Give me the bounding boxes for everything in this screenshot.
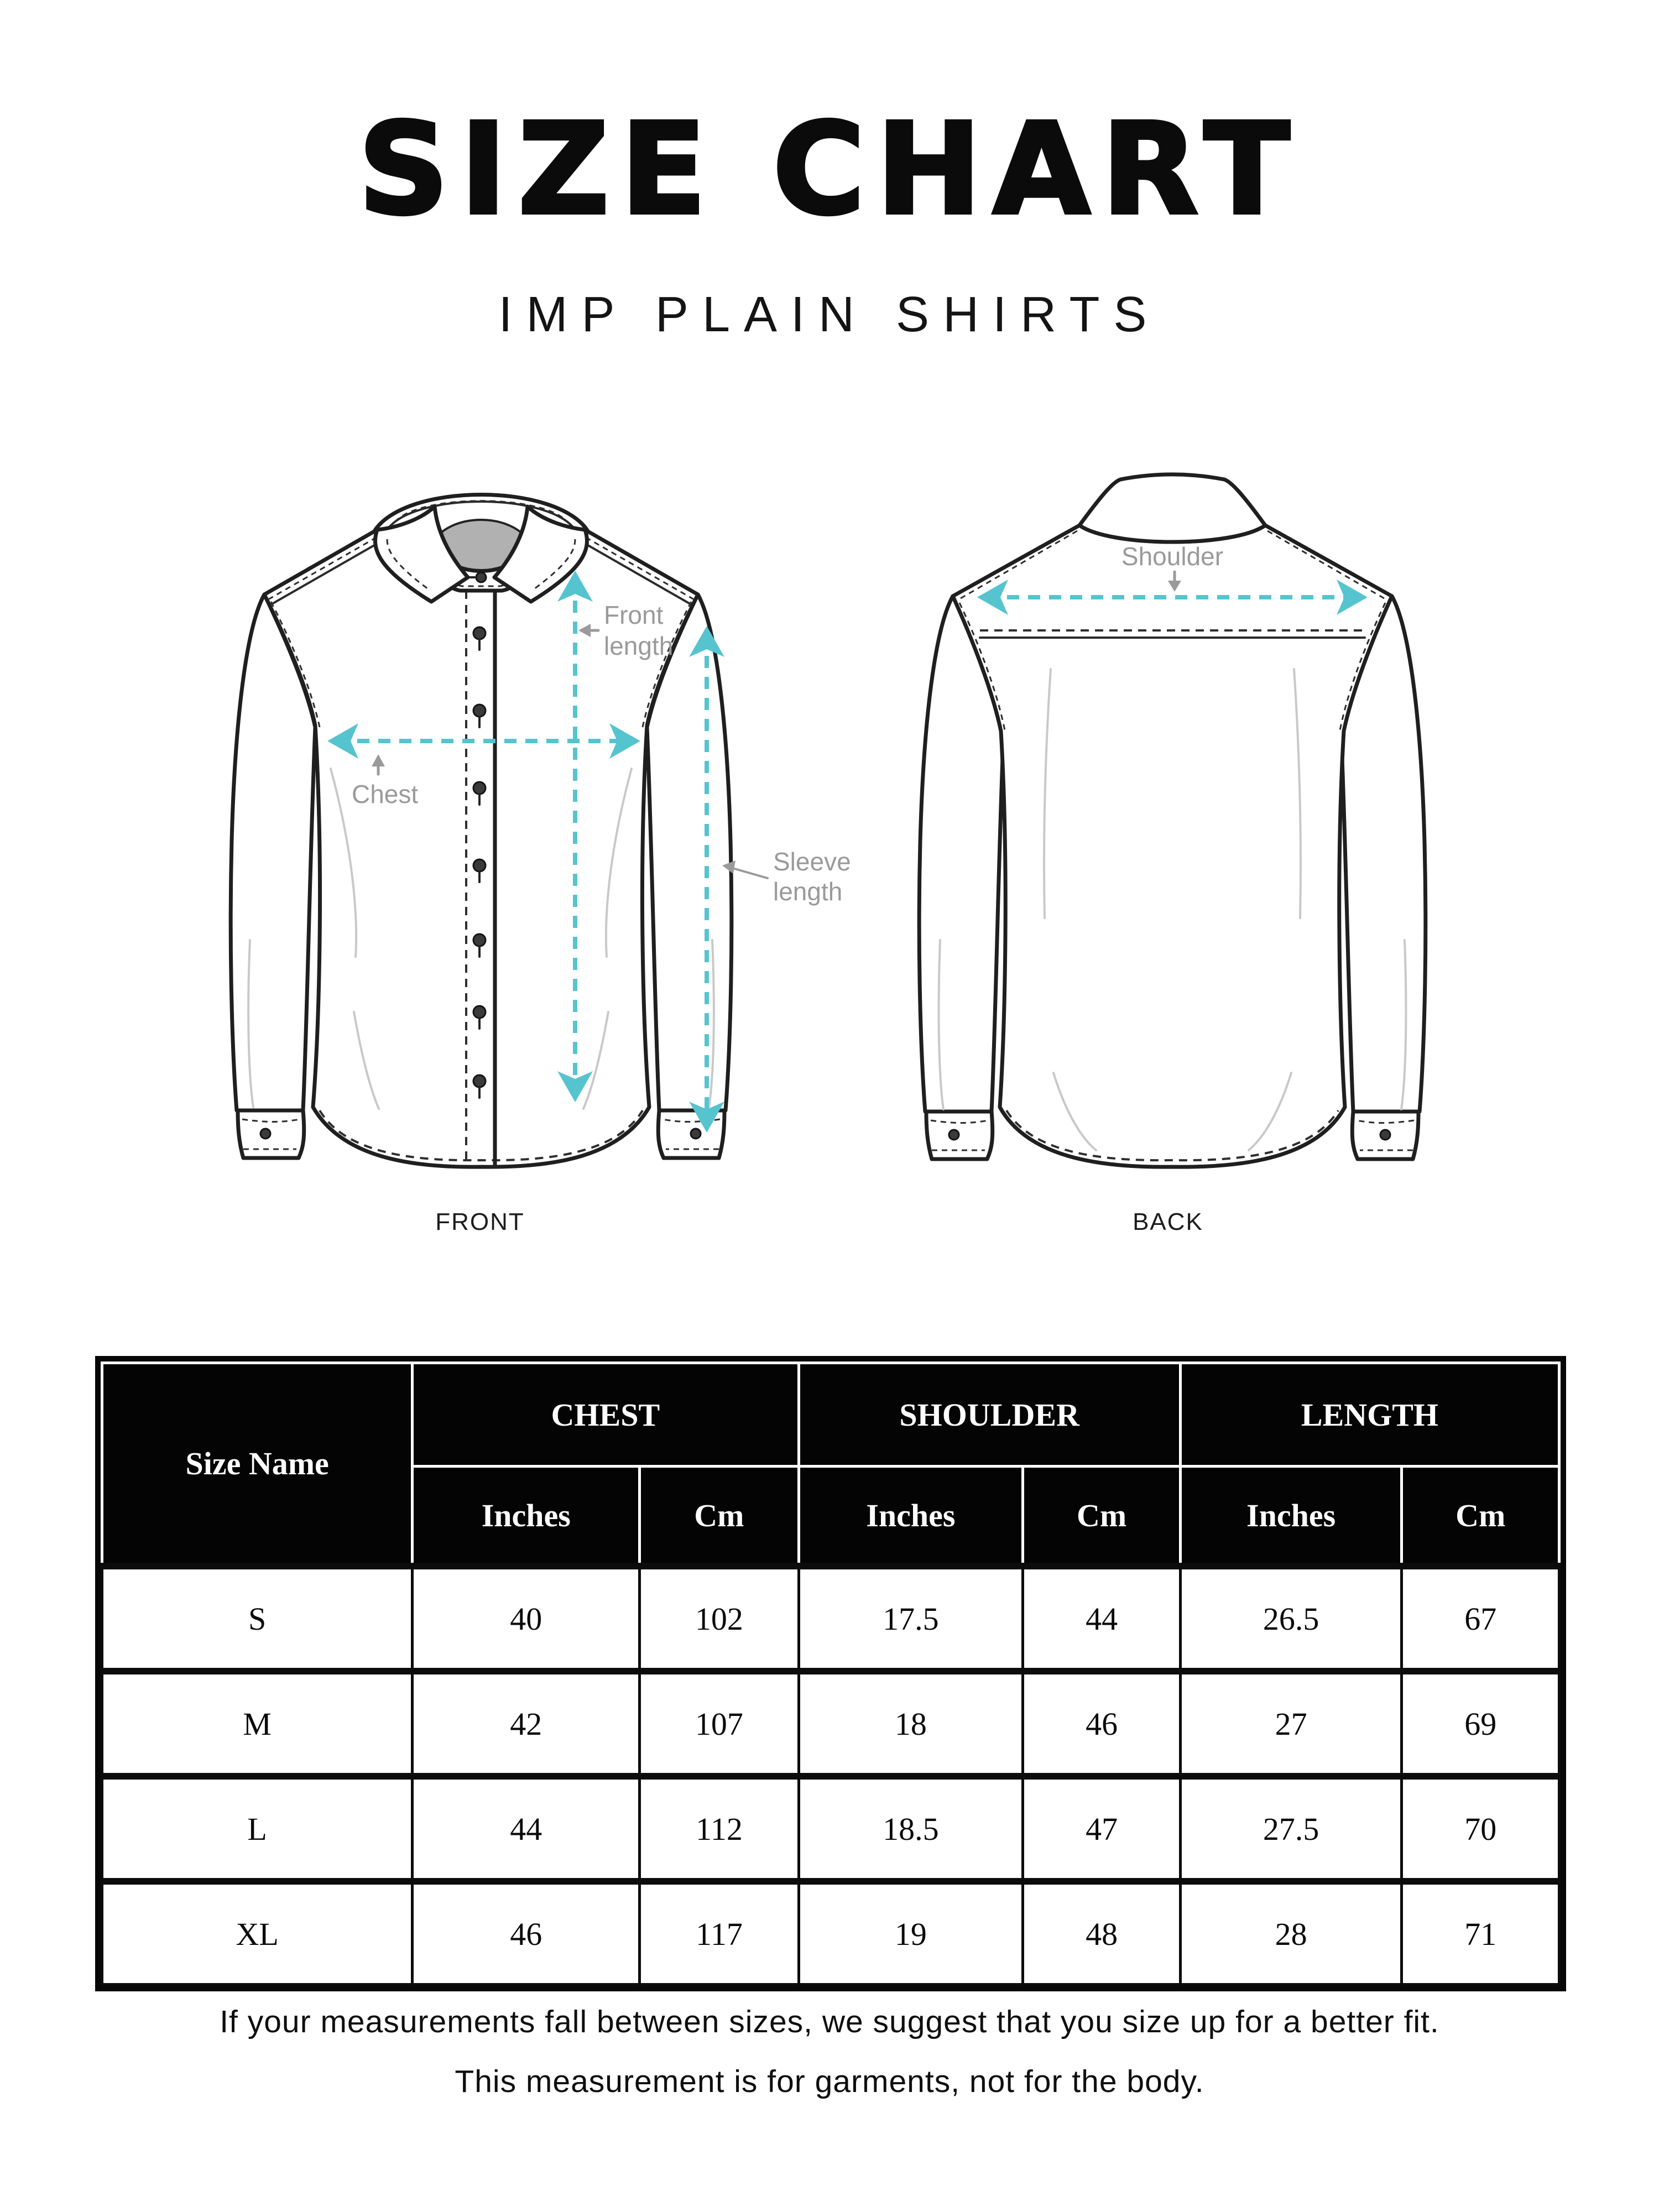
table-cell: 44 — [1021, 1563, 1182, 1673]
table-cell: 112 — [638, 1773, 800, 1883]
front-body — [262, 528, 700, 1169]
table-cell: 47 — [1021, 1773, 1182, 1883]
size-label: S — [100, 1563, 414, 1673]
svg-text:Shoulder: Shoulder — [1121, 542, 1223, 571]
chest-label: Chest — [352, 754, 418, 808]
table-row: M 42 107 18 46 27 69 — [100, 1668, 1561, 1778]
sleeve-length-label: Sleeve length — [722, 847, 851, 906]
table-cell: 117 — [638, 1878, 800, 1986]
table-cell: 18 — [797, 1668, 1025, 1778]
cuff-button — [259, 1128, 272, 1140]
table-cell: 17.5 — [797, 1563, 1025, 1673]
back-caption: BACK — [1133, 1208, 1203, 1235]
table-cell: 71 — [1400, 1878, 1561, 1986]
unit-header: Inches — [797, 1465, 1025, 1568]
shoulder-label: Shoulder — [1121, 542, 1223, 592]
back-collar — [1077, 472, 1267, 544]
table-cell: 107 — [638, 1668, 800, 1778]
chest-group-header: CHEST — [411, 1361, 800, 1468]
svg-text:Sleeve: Sleeve — [773, 847, 851, 876]
collar-left-flap — [373, 504, 470, 604]
unit-header: Cm — [638, 1465, 800, 1568]
shirt-measurement-diagram: Front length Chest Sleeve length FRONT — [228, 472, 1428, 1235]
size-label: XL — [100, 1878, 414, 1986]
table-cell: 26.5 — [1178, 1563, 1404, 1673]
unit-header: Inches — [411, 1465, 641, 1568]
back-body — [951, 523, 1394, 1169]
length-group-header: LENGTH — [1178, 1361, 1561, 1468]
page-title: SIZE CHART — [357, 96, 1301, 243]
unit-header: Cm — [1400, 1465, 1561, 1568]
collar-right-flap — [492, 504, 589, 604]
table-cell: 27 — [1178, 1668, 1404, 1778]
table-cell: 67 — [1400, 1563, 1561, 1673]
cuff-button — [948, 1129, 960, 1141]
unit-header: Inches — [1178, 1465, 1404, 1568]
sleeve-length-measure-line — [689, 626, 724, 1133]
table-cell: 28 — [1178, 1878, 1404, 1986]
cuff-button — [1379, 1129, 1391, 1141]
table-cell: 44 — [411, 1773, 641, 1883]
table-cell: 46 — [1021, 1668, 1182, 1778]
size-label: L — [100, 1773, 414, 1883]
placket-buttons — [472, 626, 487, 1099]
table-row: S 40 102 17.5 44 26.5 67 — [100, 1563, 1561, 1673]
svg-text:Chest: Chest — [352, 780, 418, 808]
chest-measure-line — [327, 723, 640, 759]
size-label: M — [100, 1668, 414, 1778]
svg-text:length: length — [773, 877, 842, 906]
front-shirt: Front length Chest Sleeve length FRONT — [228, 493, 851, 1235]
back-shirt: Shoulder BACK — [917, 472, 1428, 1235]
cuff-button — [690, 1128, 702, 1140]
table-cell: 46 — [411, 1878, 641, 1986]
table-cell: 70 — [1400, 1773, 1561, 1883]
page-subtitle: IMP PLAIN SHIRTS — [498, 287, 1161, 342]
front-length-measure-line — [557, 571, 593, 1102]
table-cell: 69 — [1400, 1668, 1561, 1778]
footer-note: If your measurements fall between sizes,… — [0, 2003, 1659, 2100]
footer-line-2: This measurement is for garments, not fo… — [455, 2064, 1204, 2099]
svg-text:Front: Front — [604, 601, 664, 629]
table-row: L 44 112 18.5 47 27.5 70 — [100, 1773, 1561, 1883]
shoulder-group-header: SHOULDER — [797, 1361, 1182, 1468]
table-row: XL 46 117 19 48 28 71 — [100, 1878, 1561, 1986]
table-cell: 48 — [1021, 1878, 1182, 1986]
table-cell: 27.5 — [1178, 1773, 1404, 1883]
collar-button — [475, 571, 487, 583]
table-cell: 42 — [411, 1668, 641, 1778]
front-caption: FRONT — [435, 1208, 525, 1235]
table-cell: 40 — [411, 1563, 641, 1673]
front-length-label: Front length — [578, 601, 673, 660]
svg-text:length: length — [604, 632, 673, 660]
table-cell: 19 — [797, 1878, 1025, 1986]
size-table: Size Name CHEST SHOULDER LENGTH Inches C… — [95, 1356, 1566, 1991]
unit-header: Cm — [1021, 1465, 1182, 1568]
table-cell: 18.5 — [797, 1773, 1025, 1883]
size-name-header: Size Name — [100, 1361, 414, 1568]
table-cell: 102 — [638, 1563, 800, 1673]
footer-line-1: If your measurements fall between sizes,… — [220, 2004, 1439, 2039]
shoulder-measure-line — [977, 580, 1368, 615]
